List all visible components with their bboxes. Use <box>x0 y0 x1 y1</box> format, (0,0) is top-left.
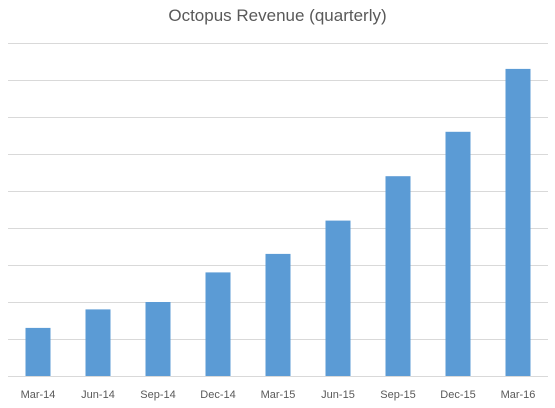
bar-sep-15 <box>385 176 411 376</box>
x-tick-label: Dec-15 <box>440 389 475 401</box>
bar-sep-14 <box>145 302 171 376</box>
bar-jun-14 <box>85 309 111 376</box>
x-tick-label: Sep-15 <box>380 389 415 401</box>
bar-mar-14 <box>25 327 51 376</box>
bar-jun-15 <box>325 220 351 376</box>
x-tick-label: Jun-15 <box>321 389 355 401</box>
bar-dec-15 <box>445 131 471 376</box>
x-tick-label: Sep-14 <box>140 389 175 401</box>
chart-title: Octopus Revenue (quarterly) <box>168 6 387 25</box>
x-tick-label: Mar-15 <box>261 389 296 401</box>
bar-mar-15 <box>265 253 291 376</box>
x-tick-label: Jun-14 <box>81 389 115 401</box>
bar-dec-14 <box>205 272 231 376</box>
bar-mar-16 <box>505 68 531 377</box>
x-tick-label: Mar-16 <box>501 389 536 401</box>
bars <box>25 68 531 377</box>
x-tick-label: Mar-14 <box>21 389 56 401</box>
x-tick-labels: Mar-14 Jun-14 Sep-14 Dec-14 Mar-15 Jun-15 Sep-… <box>21 389 536 401</box>
x-tick-label: Dec-14 <box>200 389 235 401</box>
